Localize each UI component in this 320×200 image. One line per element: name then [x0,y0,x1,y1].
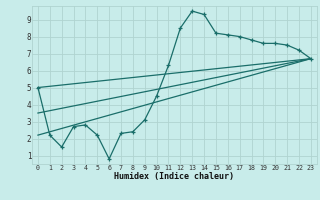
X-axis label: Humidex (Indice chaleur): Humidex (Indice chaleur) [115,172,234,181]
